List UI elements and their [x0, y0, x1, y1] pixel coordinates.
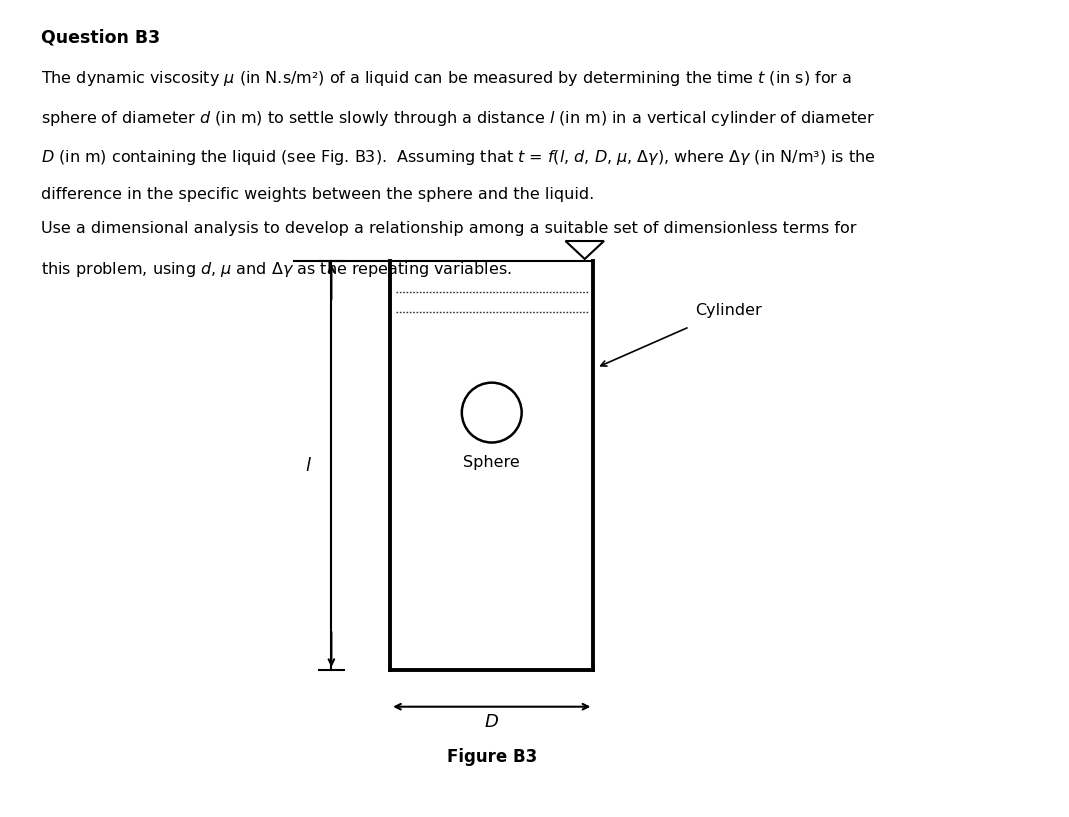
Text: $D$: $D$ [484, 713, 499, 731]
Text: $D$ (in m) containing the liquid (see Fig. B3).  Assuming that $t$ = $f$($l$, $d: $D$ (in m) containing the liquid (see Fi… [41, 148, 876, 167]
Text: sphere of diameter $d$ (in m) to settle slowly through a distance $l$ (in m) in : sphere of diameter $d$ (in m) to settle … [41, 109, 874, 127]
Text: Question B3: Question B3 [41, 29, 159, 47]
Text: this problem, using $d$, $\mu$ and $\Delta\gamma$ as the repeating variables.: this problem, using $d$, $\mu$ and $\Del… [41, 260, 511, 279]
Text: difference in the specific weights between the sphere and the liquid.: difference in the specific weights betwe… [41, 187, 594, 202]
Text: Sphere: Sphere [463, 455, 521, 470]
Text: The dynamic viscosity $\mu$ (in N.s/m²) of a liquid can be measured by determini: The dynamic viscosity $\mu$ (in N.s/m²) … [41, 69, 852, 88]
Polygon shape [566, 241, 604, 259]
Text: Use a dimensional analysis to develop a relationship among a suitable set of dim: Use a dimensional analysis to develop a … [41, 221, 856, 235]
Text: Figure B3: Figure B3 [447, 748, 537, 766]
Text: Cylinder: Cylinder [695, 303, 761, 318]
Text: $l$: $l$ [306, 457, 312, 475]
